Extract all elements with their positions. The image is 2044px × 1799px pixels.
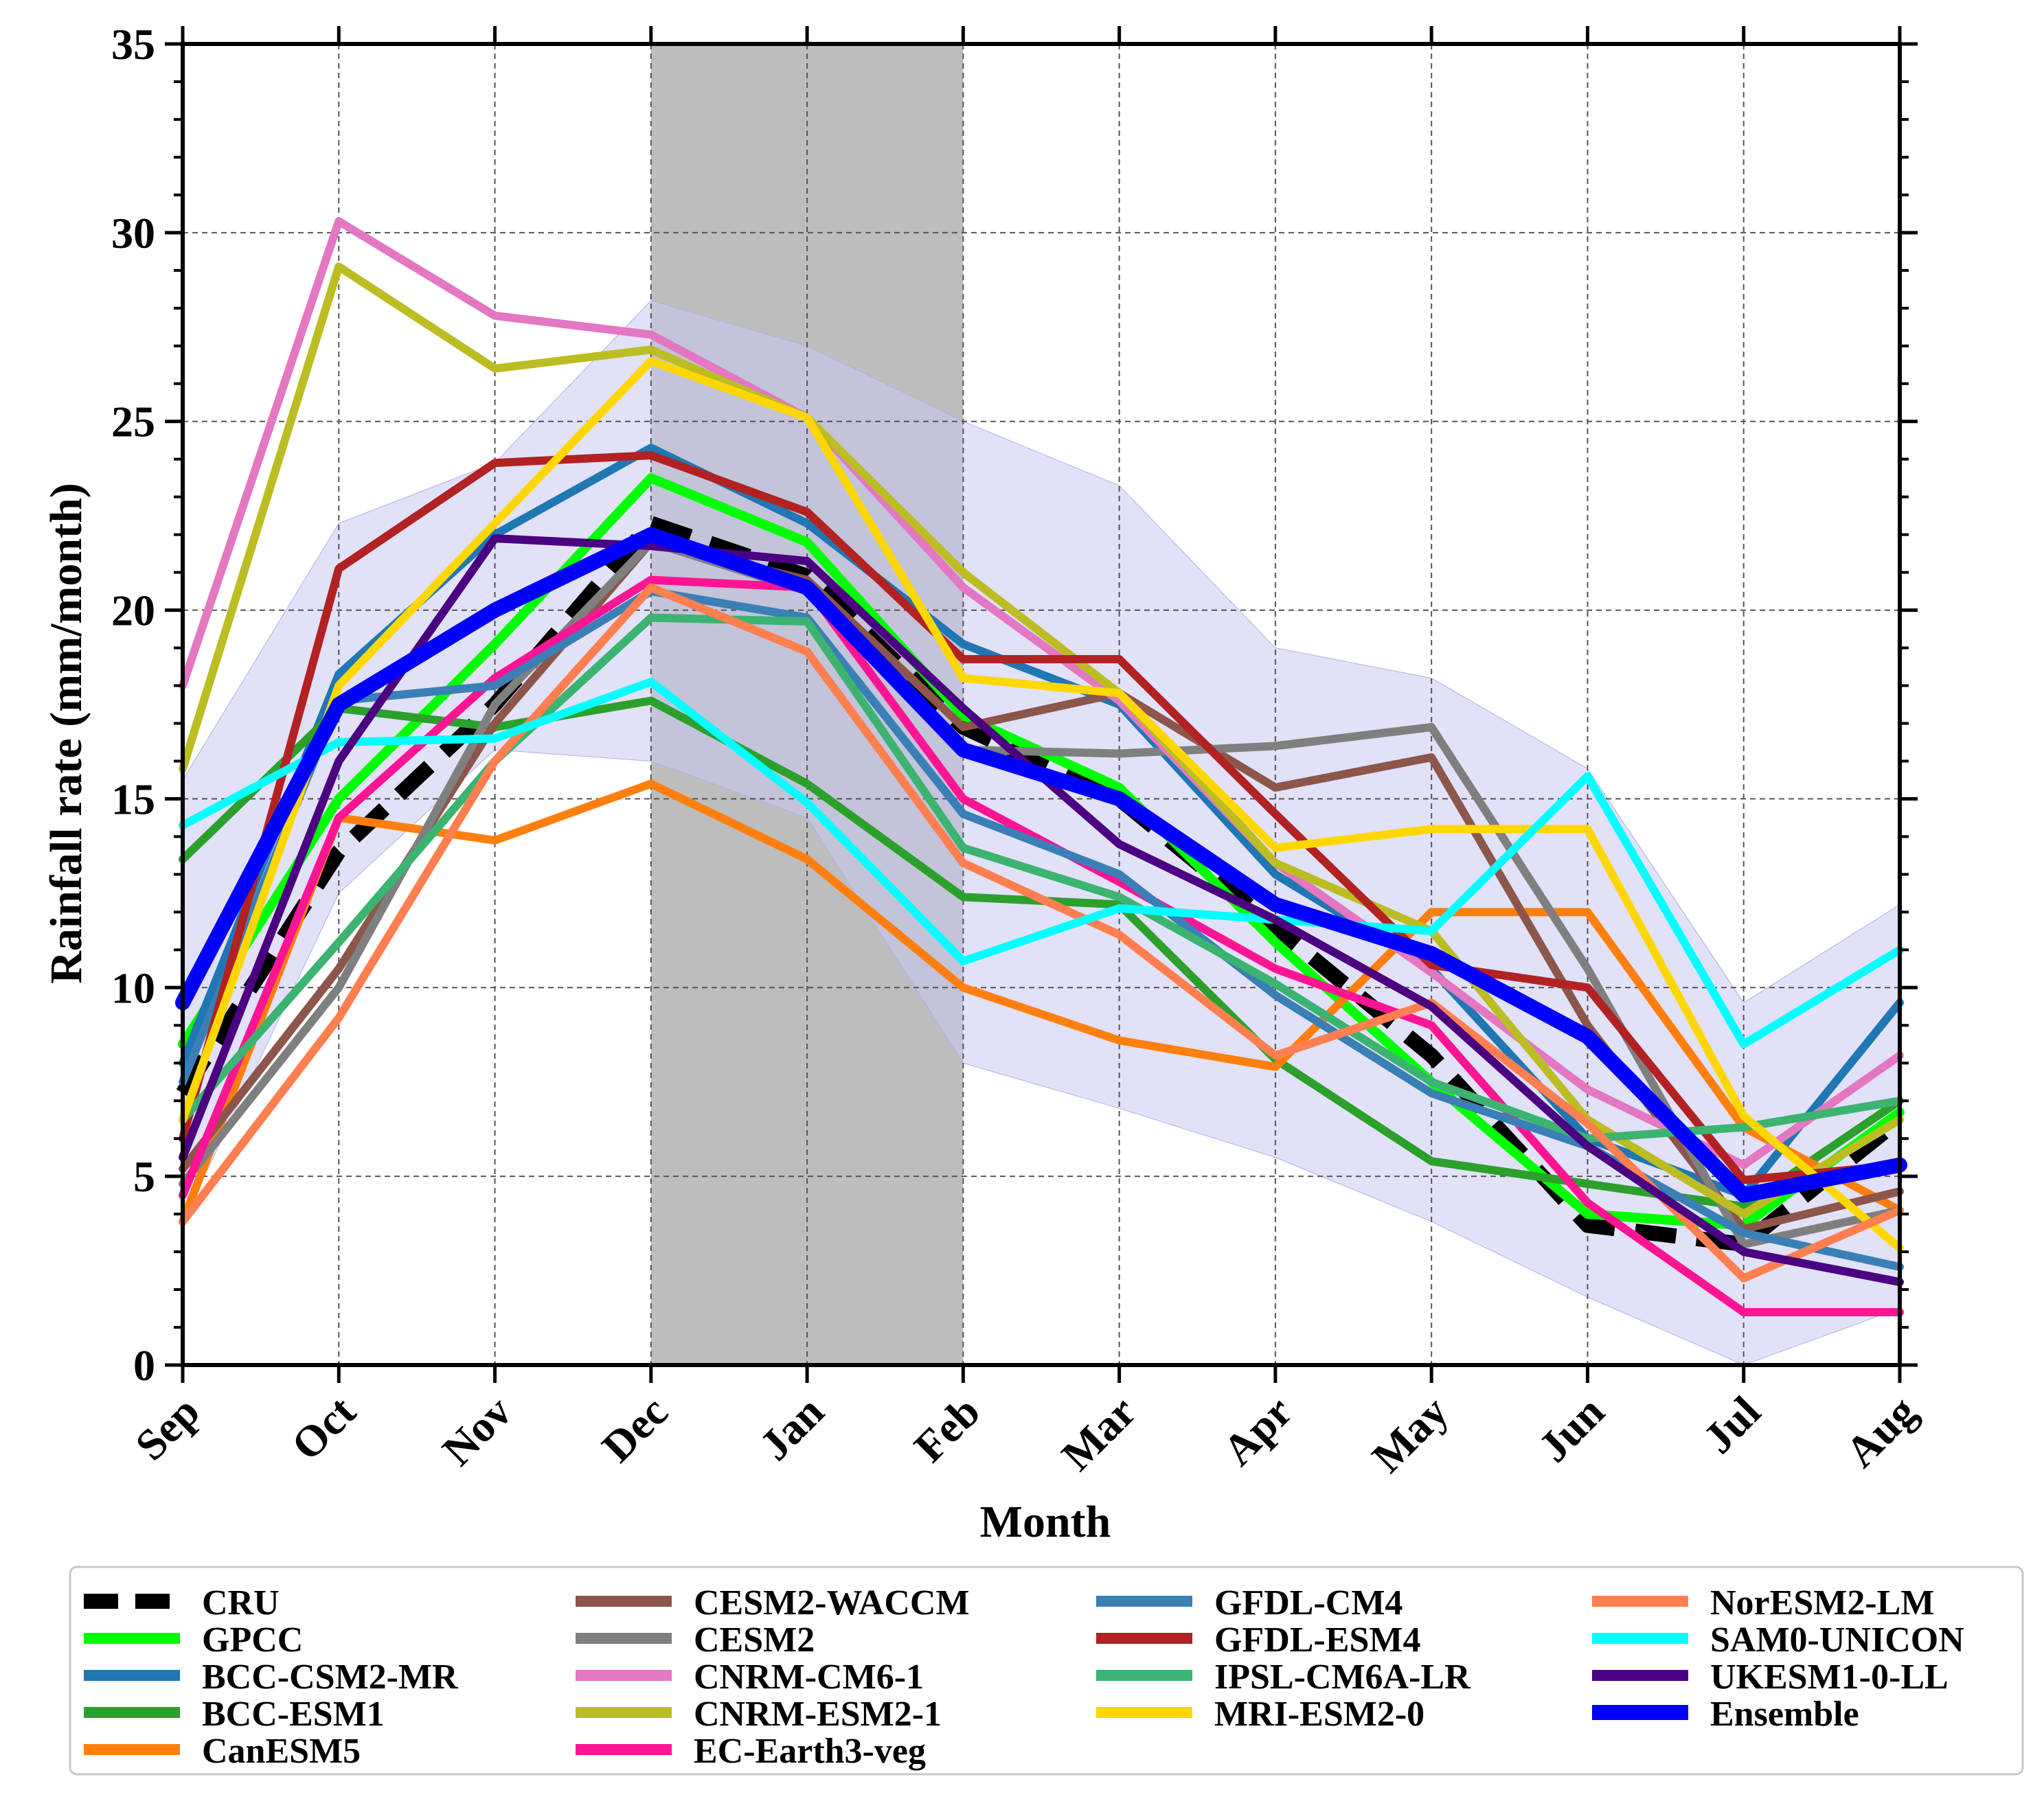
series-line-gfdl-esm4 — [179, 451, 1904, 1184]
legend-label-canesm5: CanESM5 — [202, 1732, 361, 1771]
legend-label-ukesm1-0-ll: UKESM1-0-LL — [1710, 1658, 1949, 1697]
legend-label-ensemble: Ensemble — [1710, 1695, 1859, 1734]
series-line-sam0-unicon — [179, 678, 1904, 1049]
legend-label-ipsl-cm6a-lr: IPSL-CM6A-LR — [1214, 1658, 1471, 1697]
x-tick-label: May — [1363, 1387, 1457, 1482]
legend-label-sam0-unicon: SAM0-UNICON — [1710, 1620, 1964, 1660]
y-tick-label: 0 — [133, 1341, 155, 1390]
plot-frame — [181, 42, 1902, 1367]
x-tick-label: Sep — [126, 1387, 209, 1470]
x-tick-label: Feb — [905, 1387, 989, 1471]
legend-label-gpcc: GPCC — [202, 1620, 303, 1660]
y-tick-label: 15 — [111, 775, 155, 823]
y-tick-label: 30 — [111, 209, 155, 257]
legend-label-gfdl-esm4: GFDL-ESM4 — [1214, 1620, 1420, 1660]
series-line-noresm2-lm — [179, 583, 1904, 1283]
x-tick-label: Jul — [1694, 1387, 1770, 1463]
legend-label-cesm2: CESM2 — [694, 1620, 815, 1660]
x-axis-title: Month — [980, 1497, 1111, 1547]
series-line-canesm5 — [179, 779, 1904, 1226]
x-tick-label: Aug — [1836, 1387, 1926, 1477]
legend-label-bcc-esm1: BCC-ESM1 — [202, 1695, 385, 1734]
series-line-ensemble — [175, 527, 1907, 1203]
plot-area — [175, 44, 1907, 1366]
legend-label-cru: CRU — [202, 1583, 280, 1623]
y-tick-label: 5 — [133, 1152, 155, 1201]
legend-label-cesm2-waccm: CESM2-WACCM — [694, 1583, 970, 1623]
y-tick-label: 20 — [111, 586, 155, 635]
x-tick-label: Mar — [1052, 1387, 1146, 1480]
series-line-ipsl-cm6a-lr — [179, 613, 1904, 1143]
series-line-mri-esm2-0 — [179, 356, 1904, 1252]
x-tick-label: Jan — [750, 1387, 833, 1470]
y-axis-title: Rainfall rate (mm/month) — [41, 483, 91, 984]
legend-label-mri-esm2-0: MRI-ESM2-0 — [1214, 1695, 1424, 1734]
x-tick-label: Apr — [1214, 1387, 1302, 1475]
x-tick-label: Nov — [433, 1387, 521, 1475]
x-tick-label: Dec — [593, 1387, 677, 1471]
legend-label-noresm2-lm: NorESM2-LM — [1710, 1583, 1934, 1623]
legend-label-cnrm-cm6-1: CNRM-CM6-1 — [694, 1658, 924, 1697]
y-tick-label: 10 — [111, 963, 155, 1012]
legend-frame — [69, 1566, 2024, 1776]
legend-label-cnrm-esm2-1: CNRM-ESM2-1 — [694, 1695, 942, 1734]
x-tick-label: Oct — [282, 1386, 365, 1469]
x-tick-label: Jun — [1529, 1387, 1613, 1471]
series-line-cnrm-cm6-1 — [179, 217, 1904, 1169]
legend-label-bcc-csm2-mr: BCC-CSM2-MR — [202, 1658, 459, 1697]
y-tick-label: 35 — [111, 20, 155, 69]
y-tick-label: 25 — [111, 398, 155, 446]
legend-label-ec-earth3-veg: EC-Earth3-veg — [694, 1732, 926, 1771]
series-line-cru — [176, 516, 1905, 1252]
legend-label-gfdl-cm4: GFDL-CM4 — [1214, 1583, 1403, 1623]
